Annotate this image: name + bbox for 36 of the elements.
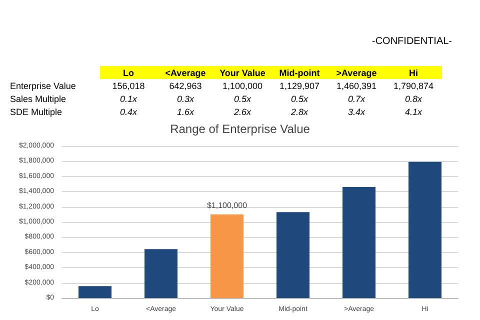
- bar: [342, 187, 376, 298]
- text: 1,100,000: [221, 80, 264, 92]
- text: -CONFIDENTIAL-: [372, 36, 452, 47]
- category-label: Hi: [409, 68, 418, 78]
- text: 3.4x: [346, 106, 366, 118]
- text: 0.5x: [290, 92, 309, 105]
- bar: [78, 286, 112, 298]
- text: 1,460,391: [335, 80, 378, 92]
- category-label: Mid-point: [279, 68, 320, 78]
- text: 1,129,907: [278, 80, 321, 92]
- text: 0.4x: [118, 106, 138, 118]
- text: 0.3x: [176, 92, 195, 105]
- bar: [408, 162, 442, 298]
- data-label: $1,100,000: [206, 200, 248, 210]
- text: 0.8x: [404, 92, 423, 105]
- text: 0.1x: [118, 92, 138, 105]
- text: 2.8x: [290, 106, 309, 118]
- category-label: <Average: [165, 68, 206, 78]
- category-label: Lo: [123, 68, 134, 78]
- category-label: Your Value: [220, 68, 266, 78]
- text: Enterprise Value: [10, 80, 77, 92]
- text: 0.7x: [346, 92, 366, 105]
- text: SDE Multiple: [10, 106, 64, 118]
- text: 0.5x: [232, 92, 252, 105]
- category-label: >Average: [336, 68, 377, 78]
- text: 2.6x: [232, 106, 252, 118]
- text: 156,018: [111, 80, 146, 92]
- bar: [276, 212, 310, 298]
- bar: [144, 249, 178, 298]
- bar: [210, 214, 244, 298]
- chart-title: Range of Enterprise Value: [170, 122, 310, 136]
- text: 1.6x: [176, 106, 195, 118]
- text: 1,790,874: [392, 80, 435, 92]
- text: 642,963: [168, 80, 203, 92]
- text: Sales Multiple: [10, 92, 68, 105]
- text: 4.1x: [404, 106, 423, 118]
